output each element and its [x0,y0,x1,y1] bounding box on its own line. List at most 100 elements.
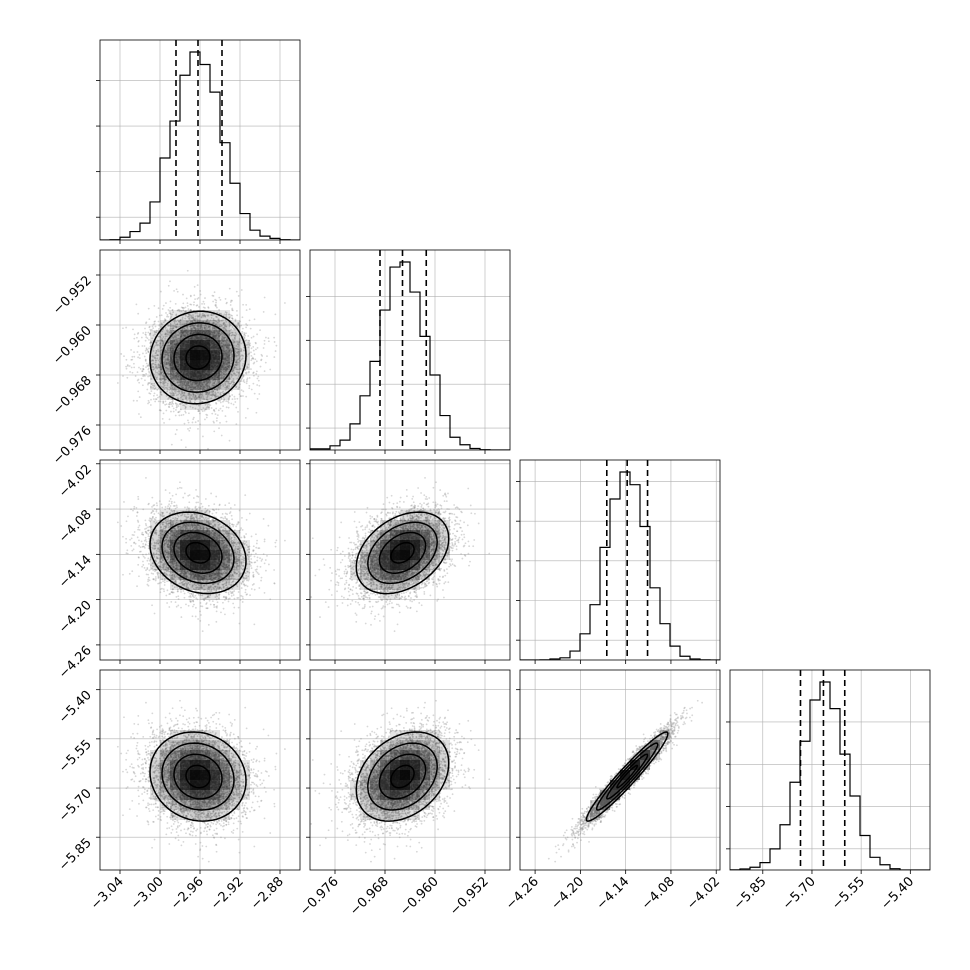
sample-point [191,406,194,409]
sample-point [241,316,244,319]
sample-point [180,306,183,309]
sample-point [230,347,233,350]
sample-point [258,384,261,387]
sample-point [187,384,190,387]
sample-point [198,381,201,384]
sample-point [126,376,129,379]
sample-point [157,366,160,369]
sample-point [231,299,233,302]
sample-point [155,350,158,352]
sample-point [205,379,208,382]
sample-point [233,383,235,385]
sample-point [171,388,174,391]
sample-point [241,330,244,333]
sample-point [193,381,195,384]
sample-point [232,377,235,380]
sample-point [176,377,179,380]
sample-point [173,392,175,395]
sample-point [233,341,236,343]
sample-point [242,395,244,397]
sample-point [192,317,195,320]
sample-point [223,327,226,330]
sample-point [210,314,213,317]
sample-point [202,314,205,317]
sample-point [131,358,134,361]
sample-point [153,304,156,307]
sample-point [231,394,234,396]
sample-point [178,338,181,341]
sample-point [235,364,238,366]
sample-point [161,374,164,377]
sample-point [255,370,258,373]
sample-point [159,409,162,412]
sample-point [162,380,165,383]
sample-point [169,375,172,378]
sample-point [188,337,191,340]
sample-point [249,342,251,345]
sample-point [159,356,162,359]
sample-point [221,345,224,348]
sample-point [221,338,224,340]
sample-point [211,331,214,334]
sample-point [193,319,196,322]
sample-point [205,384,208,386]
sample-point [204,315,206,318]
sample-point [173,370,176,373]
sample-point [158,409,161,412]
sample-point [214,393,217,396]
sample-point [236,363,239,366]
sample-point [200,385,203,388]
sample-point [166,344,169,347]
sample-point [162,372,165,375]
sample-point [147,368,150,371]
sample-point [245,323,248,325]
sample-point [226,359,229,362]
sample-point [203,314,206,317]
sample-point [172,394,175,396]
sample-point [219,387,222,390]
sample-point [174,333,177,335]
sample-point [246,367,248,369]
sample-point [178,381,181,384]
sample-point [180,310,183,312]
sample-point [188,393,191,396]
sample-point [164,366,167,369]
sample-point [206,391,209,394]
sample-point [182,380,184,383]
sample-point [154,344,157,347]
sample-point [231,355,234,358]
sample-point [181,306,184,309]
sample-point [231,307,234,310]
sample-point [194,382,197,385]
sample-point [225,338,228,341]
sample-point [245,371,248,374]
sample-point [227,366,230,368]
sample-point [174,372,177,375]
sample-point [222,319,225,322]
sample-point [225,369,228,372]
sample-point [154,370,157,372]
sample-point [227,344,230,347]
sample-point [226,362,229,365]
sample-point [145,362,148,365]
sample-point [264,361,267,364]
sample-point [190,314,193,317]
sample-point [166,315,168,318]
sample-point [207,315,209,317]
sample-point [186,384,189,387]
sample-point [207,393,210,396]
sample-point [147,399,150,402]
sample-point [204,316,207,318]
sample-point [142,368,145,371]
sample-point [185,328,188,331]
sample-point [169,300,172,303]
sample-point [152,394,155,397]
sample-point [205,416,208,419]
sample-point [262,311,265,313]
sample-point [198,315,200,318]
sample-point [219,366,222,369]
sample-point [228,324,231,326]
sample-point [178,337,180,340]
sample-point [217,335,220,338]
sample-point [246,343,249,346]
